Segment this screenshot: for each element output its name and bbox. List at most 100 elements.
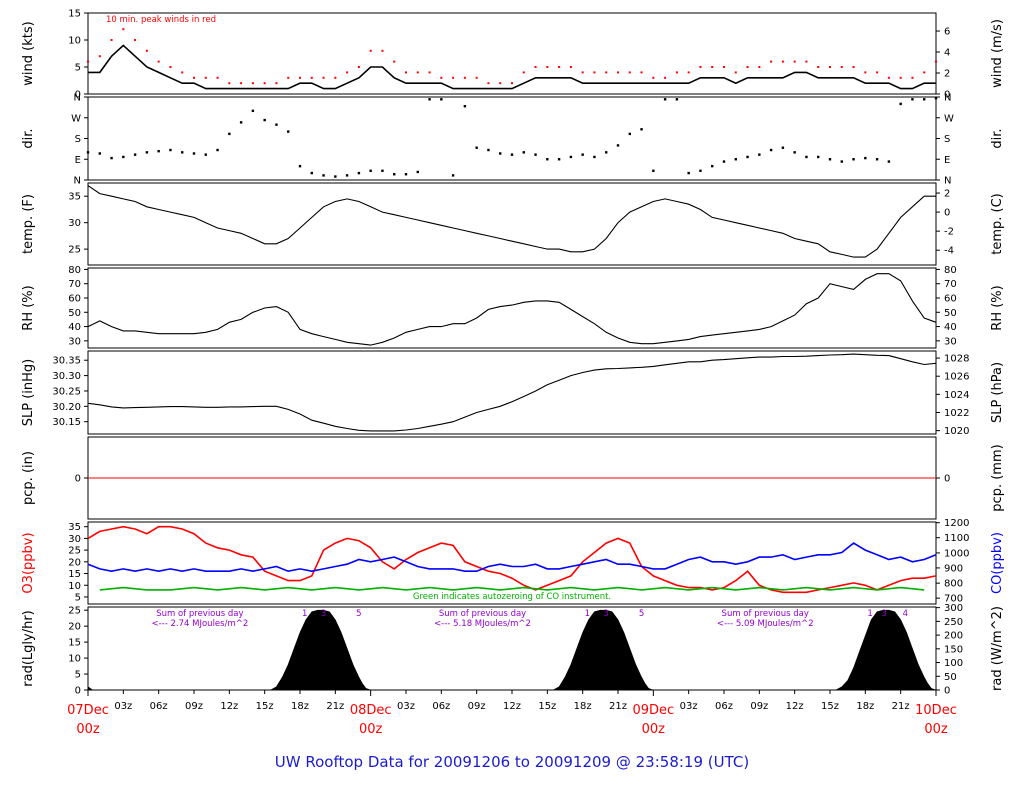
series-10-min-peak-point: [817, 66, 820, 68]
series-10-min-peak-point: [381, 49, 384, 52]
series-wind-direction-point: [357, 171, 361, 175]
rad-marker: 4: [903, 609, 908, 619]
series-wind-direction-point: [923, 98, 926, 101]
series-wind-direction-point: [734, 158, 737, 161]
y-tick-label-left: 0: [75, 686, 81, 697]
y-axis-label-right: wind (m/s): [990, 19, 1005, 88]
rad-annotation: Sum of previous day: [156, 609, 243, 619]
series-wind-direction-point: [369, 169, 372, 172]
x-tick-label: 21z: [892, 701, 910, 712]
panel-frame: [87, 12, 937, 95]
y-tick-label-left: N: [74, 176, 81, 187]
series-co-autozero-line: [99, 586, 925, 591]
series-10-min-peak-point: [723, 66, 725, 68]
y-tick-label-right: 1028: [944, 354, 969, 365]
rad-annotation: Sum of previous day: [439, 609, 526, 619]
series-wind-direction-point: [546, 158, 549, 161]
series-10-min-peak-point: [452, 76, 455, 79]
series-10-min-peak-point: [240, 82, 243, 85]
series-10-min-peak-point: [134, 39, 137, 41]
y-tick-label-right: 0: [944, 686, 950, 697]
series-10-min-peak-point: [546, 66, 549, 68]
series-wind-direction-point: [652, 169, 655, 172]
y-tick-label-left: 25: [68, 245, 81, 256]
series-wind-direction-point: [711, 164, 714, 168]
series-10-min-peak-point: [664, 76, 667, 79]
y-axis-label-right: SLP (hPa): [990, 362, 1005, 423]
y-tick-label-right: 0: [944, 90, 950, 101]
y-tick-label-right: E: [944, 155, 950, 166]
y-tick-label-left: 40: [68, 322, 81, 333]
y-tick-label-right: 1022: [944, 408, 969, 419]
series-10-min-peak-point: [263, 82, 266, 85]
y-tick-label-right: 1200: [944, 518, 969, 529]
y-axis-label-left: wind (kts): [21, 21, 36, 85]
y-tick-label-right: S: [944, 134, 950, 145]
series-10-min-peak-point: [405, 71, 407, 74]
series-wind-direction-point: [793, 151, 796, 154]
y-tick-label-right: 60: [944, 294, 957, 305]
x-tick-label: 15z: [821, 701, 839, 712]
rad-annotation: <--- 5.09 MJoules/m^2: [717, 619, 814, 629]
series-wind-direction-point: [334, 175, 337, 178]
y-axis-label-right: dir.: [990, 128, 1005, 148]
y-axis-label-left: O3(ppbv): [21, 532, 36, 593]
y-axis-label-left: RH (%): [21, 285, 36, 330]
series-wind-speed-line: [88, 44, 936, 90]
y-tick-label-left: 15: [68, 638, 81, 649]
series-wind-direction-point: [817, 155, 820, 159]
series-10-min-peak-point: [628, 71, 631, 74]
x-tick-label: 18z: [291, 701, 309, 712]
series-10-min-peak-point: [558, 66, 561, 68]
series-10-min-peak-point: [581, 71, 584, 74]
series-wind-direction-point: [663, 98, 667, 101]
x-day-label: 07Dec: [67, 703, 109, 718]
series-10-min-peak-point: [216, 76, 219, 79]
series-10-min-peak-point: [569, 66, 572, 68]
series-10-min-peak-point: [181, 71, 184, 74]
series-10-min-peak-point: [593, 71, 596, 74]
series-10-min-peak-point: [416, 71, 419, 74]
series-temperature-line: [87, 185, 936, 258]
series-10-min-peak-point: [369, 49, 372, 52]
x-tick-label: 03z: [397, 701, 415, 712]
series-10-min-peak-point: [463, 76, 466, 79]
y-tick-label-left: 35: [68, 522, 81, 533]
y-tick-label-right: 6: [944, 27, 950, 38]
series-wind-direction-point: [204, 153, 207, 156]
series-wind-direction-point: [463, 105, 467, 108]
series-wind-direction-point: [86, 151, 90, 154]
series-wind-direction-point: [275, 123, 278, 126]
series-wind-direction-point: [522, 151, 525, 154]
y-tick-label-right: 50: [944, 672, 957, 683]
y-tick-label-right: 0: [944, 208, 950, 219]
panel-slp: 30.15 30.20 30.25 30.30 30.35 1020 1022 1024 102…: [21, 350, 1005, 437]
series-wind-direction-point: [322, 174, 325, 177]
panel-wind: 0 5 10 15 0 2 4 6 wind (kts) wind (m/s) 10 min. pe…: [21, 9, 1005, 101]
series-10-min-peak-point: [829, 66, 831, 68]
wind-annotation: 10 min. peak winds in red: [106, 15, 216, 25]
y-tick-label-right: 70: [944, 279, 957, 290]
series-10-min-peak-point: [169, 66, 172, 68]
rad-marker: 5: [356, 609, 361, 619]
series-10-min-peak-point: [852, 66, 855, 68]
series-10-min-peak-point: [310, 76, 313, 79]
series-sea-level-pressure-line: [87, 353, 937, 432]
series-10-min-peak-point: [193, 76, 195, 79]
y-tick-label-left: 30: [68, 218, 81, 229]
y-axis-label-left: temp. (F): [21, 194, 36, 254]
series-wind-direction-point: [758, 153, 761, 156]
series-wind-direction-point: [875, 158, 879, 161]
series-wind-direction-point: [510, 153, 514, 156]
series-10-min-peak-point: [864, 71, 867, 74]
series-10-min-peak-point: [511, 82, 513, 85]
series-10-min-peak-point: [887, 76, 890, 79]
series-wind-direction-point: [263, 118, 266, 122]
panel-temp: 25 30 35 -4 -2 0 2 temp. (F) temp. (C): [21, 182, 1005, 266]
y-tick-label-left: 25: [68, 546, 81, 557]
rad-marker: 5: [639, 609, 644, 619]
x-axis: 03z 06z 09z 12z 15z 18z 21z 03z 06z 09z 12z 15z 18z 2…: [67, 690, 957, 737]
y-tick-label-left: 50: [68, 308, 81, 319]
series-wind-direction-point: [98, 152, 101, 155]
